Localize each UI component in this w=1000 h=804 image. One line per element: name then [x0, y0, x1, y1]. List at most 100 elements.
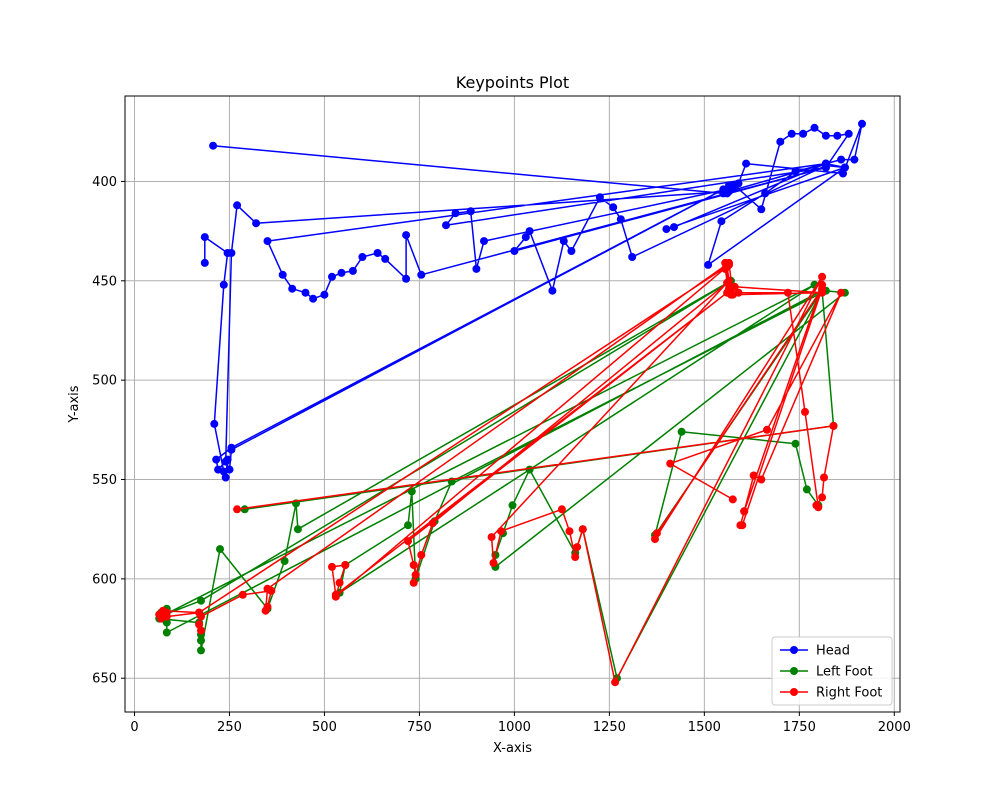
right-foot-point — [341, 561, 350, 569]
left-foot-point — [404, 521, 412, 530]
head-point — [200, 258, 209, 267]
head-point — [466, 207, 475, 216]
head-point — [837, 155, 846, 164]
x-tick-label: 750 — [407, 720, 432, 735]
right-foot-point — [331, 590, 340, 599]
right-foot-point — [578, 525, 587, 534]
series-layer — [155, 119, 866, 687]
head-point — [373, 249, 382, 257]
head-point — [223, 249, 232, 257]
head-point — [442, 221, 450, 230]
head-point — [704, 260, 713, 269]
head-point — [288, 284, 297, 293]
head-point — [381, 254, 390, 263]
head-point — [776, 137, 785, 146]
head-point — [219, 467, 228, 476]
right-foot-series — [155, 258, 846, 687]
head-point — [670, 223, 678, 232]
legend-label-head: Head — [816, 644, 850, 659]
head-point — [719, 185, 728, 194]
head-point — [227, 443, 236, 452]
legend-box — [771, 636, 893, 706]
right-foot-point — [818, 272, 827, 281]
head-point — [510, 247, 519, 255]
right-foot-point — [573, 543, 582, 552]
head-point — [451, 209, 460, 218]
right-foot-point — [749, 471, 758, 480]
head-point — [810, 123, 819, 132]
right-foot-point — [159, 606, 167, 615]
head-point — [278, 270, 287, 279]
x-tick-label: 1750 — [783, 720, 816, 735]
y-axis-label: Y-axis — [67, 385, 82, 423]
x-tick-label: 1500 — [688, 720, 721, 735]
head-point — [858, 119, 866, 128]
left-foot-point — [525, 465, 534, 474]
legend-item-right-foot: Right Foot — [780, 686, 882, 701]
head-point — [328, 272, 336, 281]
y-tick-label: 500 — [92, 374, 117, 389]
left-foot-point — [407, 487, 416, 496]
legend-item-left-foot: Left Foot — [780, 665, 873, 680]
right-foot-point — [233, 505, 242, 514]
legend-marker-left-foot — [790, 667, 798, 675]
right-foot-point — [814, 503, 823, 512]
right-foot-point — [820, 473, 828, 482]
right-foot-point — [783, 288, 792, 297]
right-foot-point — [497, 527, 506, 536]
right-foot-point — [263, 602, 272, 611]
right-foot-point — [267, 586, 276, 595]
legend-label-right-foot: Right Foot — [816, 686, 882, 701]
x-tick-label: 1250 — [593, 720, 626, 735]
x-axis-label: X-axis — [493, 741, 532, 756]
head-point — [472, 264, 481, 273]
head-point — [212, 455, 221, 464]
head-point — [616, 215, 625, 224]
right-foot-point — [666, 459, 675, 468]
head-point — [320, 290, 329, 299]
head-point — [252, 219, 261, 228]
head-point — [609, 203, 618, 212]
y-tick-label: 450 — [92, 274, 117, 289]
left-foot-point — [162, 628, 171, 637]
left-foot-point — [280, 557, 289, 565]
head-point — [358, 253, 367, 261]
head-point — [402, 231, 411, 240]
right-foot-point — [335, 578, 344, 587]
head-point — [628, 253, 637, 261]
legend-marker-right-foot — [790, 688, 798, 696]
right-foot-point — [328, 562, 336, 571]
x-tick-label: 2000 — [878, 720, 911, 735]
right-foot-point — [725, 260, 733, 269]
right-foot-point — [197, 626, 205, 635]
left-foot-point — [677, 427, 686, 436]
right-foot-point — [723, 288, 732, 297]
left-foot-point — [197, 596, 205, 605]
head-point — [548, 286, 557, 295]
left-foot-point — [197, 636, 205, 645]
head-point — [521, 233, 530, 242]
head-point — [840, 163, 849, 172]
head-point — [263, 237, 272, 246]
head-point — [417, 270, 426, 279]
right-foot-point — [565, 527, 574, 536]
head-point — [480, 237, 488, 246]
x-tick-label: 0 — [130, 720, 138, 735]
axis-ticks: 0 250 500 750 1000 1250 1500 1750 2000 400 450 500 5… — [92, 175, 911, 735]
right-foot-point — [837, 288, 846, 297]
y-tick-label: 650 — [92, 672, 117, 687]
head-point — [301, 288, 310, 297]
right-foot-point — [818, 280, 827, 289]
legend-label-left-foot: Left Foot — [816, 665, 873, 680]
x-tick-label: 500 — [312, 720, 337, 735]
right-foot-point — [740, 507, 749, 516]
head-point — [525, 227, 534, 236]
legend: Head Left Foot Right Foot — [771, 636, 893, 706]
right-foot-point — [723, 278, 732, 287]
right-foot-point — [238, 590, 247, 599]
y-tick-label: 600 — [92, 572, 117, 587]
head-point — [844, 129, 853, 138]
head-point — [233, 201, 242, 210]
